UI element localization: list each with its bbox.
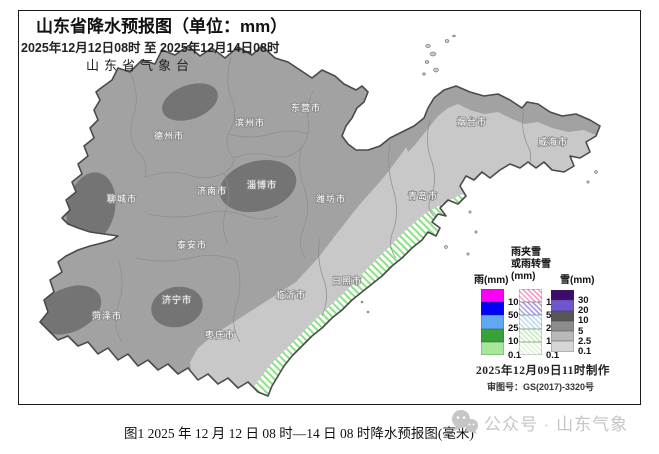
legend-value: 30 — [578, 294, 589, 306]
city-label: 威海市 — [538, 136, 568, 147]
legend-swatch — [551, 310, 574, 321]
legend-value: 25 — [508, 323, 519, 335]
legend-rain-header: 雨(mm) — [474, 275, 509, 286]
legend-value: 0.1 — [508, 349, 522, 361]
forecast-date-range: 2025年12月12日08时 至 2025年12月14日08时 — [21, 41, 280, 55]
legend-swatch — [519, 302, 542, 316]
legend-swatch — [519, 341, 542, 355]
city-label: 济宁市 — [162, 294, 192, 305]
legend-snow-scale: 30 20 10 5 2.5 0.1 — [551, 290, 591, 357]
legend-swatch — [481, 289, 504, 303]
city-label: 菏泽市 — [92, 310, 122, 321]
legend-swatch — [551, 290, 574, 301]
legend-sleet-header: 雨夹雪 或雨转雪 (mm) — [511, 247, 551, 283]
city-label: 临沂市 — [276, 289, 306, 300]
wechat-icon — [452, 410, 478, 434]
legend-sleet-header-line: 或雨转雪 — [511, 259, 551, 270]
islands — [360, 34, 598, 314]
legend-value: 5 — [578, 325, 584, 337]
watermark-text: 公众号 · 山东气象 — [484, 414, 629, 434]
city-label: 潍坊市 — [316, 193, 346, 204]
legend-swatch — [519, 328, 542, 342]
legend-swatch — [551, 341, 574, 352]
legend-sleet-header-line: 雨夹雪 — [511, 247, 541, 258]
legend-swatch — [481, 341, 504, 355]
city-label: 济南市 — [197, 185, 227, 196]
legend-swatch — [481, 302, 504, 316]
legend-value: 2.5 — [578, 336, 592, 347]
legend-swatch — [519, 315, 542, 329]
city-label: 青岛市 — [408, 190, 438, 201]
legend-value: 50 — [508, 309, 519, 321]
legend-value: 100 — [508, 296, 524, 308]
legend-value: 10 — [578, 315, 589, 327]
map-title: 山东省降水预报图（单位：mm） — [36, 17, 288, 36]
legend-value: 0.1 — [578, 346, 592, 358]
legend-swatch — [551, 320, 574, 332]
legend-swatch — [551, 331, 574, 342]
legend-swatch — [519, 289, 542, 303]
city-label: 德州市 — [154, 130, 184, 141]
city-label: 枣庄市 — [205, 329, 235, 340]
map-review-number: 审图号：GS(2017)-3320号 — [487, 382, 595, 392]
zone-north-coast-snow-5mm — [404, 84, 600, 152]
watermark: 公众号 · 山东气象 — [450, 409, 628, 435]
legend-value: 10 — [508, 336, 519, 348]
legend-rain-scale: 100 50 25 10 0.1 — [481, 289, 524, 361]
zone-snow-10mm-patches — [40, 83, 297, 335]
legend-swatch — [551, 300, 574, 311]
figure-caption: 图1 2025 年 12 月 12 日 08 时—14 日 08 时降水预报图(… — [124, 426, 474, 441]
city-label: 东营市 — [291, 102, 321, 113]
legend-value: 20 — [578, 305, 589, 317]
legend-snow-header: 雪(mm) — [560, 275, 595, 286]
city-label: 烟台市 — [457, 116, 487, 127]
city-label: 淄博市 — [247, 179, 277, 190]
city-label: 聊城市 — [107, 193, 137, 204]
legend-swatch — [481, 328, 504, 342]
production-time: 2025年12月09日11时制作 — [476, 365, 610, 377]
province-outline — [39, 45, 601, 397]
agency-name: 山东省气象台 — [86, 58, 195, 73]
city-label: 滨州市 — [235, 117, 265, 128]
city-boundaries — [115, 56, 532, 343]
legend-value: 0.1 — [546, 349, 560, 361]
legend-sleet-header-line: (mm) — [511, 271, 536, 282]
city-label: 日照市 — [332, 275, 362, 286]
city-label: 泰安市 — [177, 239, 207, 250]
legend-swatch — [481, 315, 504, 329]
